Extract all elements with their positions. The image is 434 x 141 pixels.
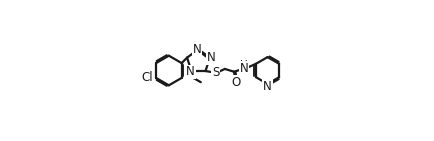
Text: Cl: Cl	[141, 71, 153, 84]
Text: N: N	[207, 51, 215, 64]
Text: N: N	[263, 80, 271, 93]
Text: N: N	[192, 43, 201, 56]
Text: H: H	[240, 60, 247, 70]
Text: O: O	[230, 76, 240, 89]
Text: N: N	[239, 62, 248, 75]
Text: N: N	[186, 65, 194, 78]
Text: S: S	[211, 66, 219, 79]
